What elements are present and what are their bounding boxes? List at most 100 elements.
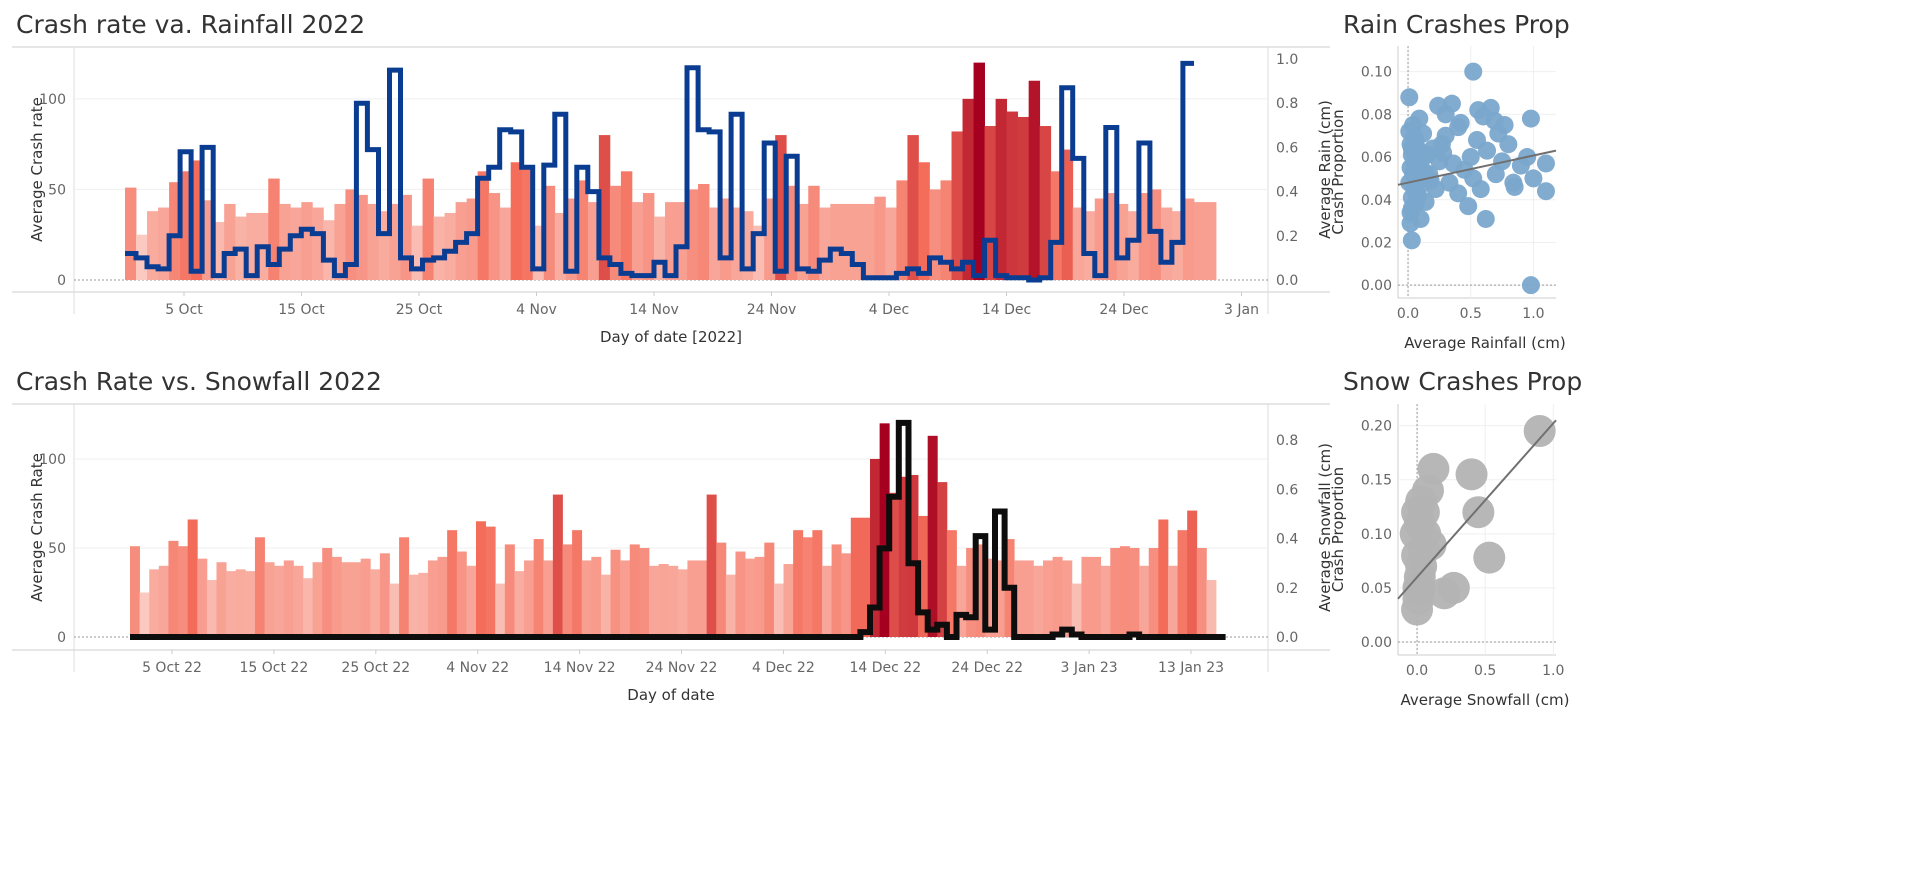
snow_timeseries-bar [495, 583, 506, 637]
snow_timeseries-y2-tick-label: 0.2 [1276, 581, 1298, 597]
snow_timeseries-bar [629, 544, 640, 637]
rain_timeseries-bar [1127, 211, 1140, 280]
snow_timeseries-bar [226, 571, 237, 637]
rain_timeseries-bar [521, 167, 534, 280]
snow_timeseries-bar [543, 560, 554, 637]
rain_timeseries-bar [642, 193, 655, 280]
rain_timeseries-bar [1061, 149, 1074, 280]
rain_scatter-point [1461, 148, 1480, 167]
rain_scatter-point [1449, 118, 1468, 137]
rain_timeseries-bar [676, 202, 688, 280]
rain_timeseries-bar [830, 203, 842, 280]
snow_timeseries-bar [351, 562, 362, 637]
snow_timeseries-bar [927, 435, 938, 637]
snow_timeseries-bar [697, 560, 708, 637]
snow_timeseries-bar [764, 542, 775, 637]
snow_timeseries-bar [879, 423, 890, 637]
snow_timeseries-bar [1139, 565, 1150, 637]
snow_timeseries-bar [475, 521, 486, 637]
snow_timeseries-bar [254, 537, 265, 637]
snow_timeseries-bar [130, 546, 141, 637]
rain_timeseries-bar [433, 216, 445, 280]
rain_scatter-y-tick-label: 0.08 [1361, 107, 1392, 123]
snow_timeseries-bar [418, 572, 429, 637]
rain_timeseries-bar [731, 207, 743, 280]
rain_timeseries-x-tick-label: 25 Oct [396, 302, 443, 318]
snow_timeseries-x-tick-label: 24 Dec 22 [951, 660, 1023, 676]
snow_timeseries-bar [745, 558, 756, 637]
snow_timeseries-bar [1100, 565, 1111, 637]
snow_timeseries-bar [235, 569, 246, 637]
rain_timeseries-y2-tick-label: 0.0 [1276, 273, 1298, 289]
rain_timeseries-bar [984, 126, 996, 280]
snow_timeseries-bar [1129, 547, 1140, 637]
snow_scatter-point [1473, 541, 1506, 574]
rain_timeseries-bar [808, 185, 820, 280]
rain_scatter-point [1411, 209, 1430, 228]
rain_timeseries-bar [378, 211, 390, 280]
snow_timeseries-bar [677, 569, 688, 637]
snow_timeseries-bar [504, 544, 515, 637]
snow_timeseries-bar [1043, 560, 1054, 637]
rain_scatter-point [1471, 180, 1490, 199]
rain_timeseries-bar [951, 131, 963, 280]
snow_timeseries-bar [610, 549, 621, 637]
rain_timeseries-bar [874, 196, 886, 280]
rain_timeseries-bar [764, 198, 776, 280]
rain_timeseries-bar [720, 198, 732, 280]
snow_timeseries-bar [379, 553, 390, 637]
rain_timeseries-bar [907, 135, 919, 280]
rain_timeseries-bar [290, 207, 302, 280]
snow_timeseries-x-tick-label: 3 Jan 23 [1060, 660, 1117, 676]
rain_timeseries-bar [1204, 202, 1217, 280]
rain_timeseries-bar [1017, 116, 1030, 280]
snow_timeseries-series-line [130, 419, 1226, 640]
rain_timeseries-x-tick-label: 14 Dec [982, 302, 1031, 318]
rain-scatter-title: Rain Crashes Prop [1343, 10, 1570, 39]
snow_timeseries-bar [360, 558, 371, 637]
rain_scatter-point [1416, 192, 1435, 211]
rain_timeseries-bar [962, 98, 974, 280]
rain_scatter-point [1478, 141, 1497, 160]
rain_timeseries-x-tick-label: 24 Dec [1099, 302, 1148, 318]
snow_timeseries-bar [389, 583, 400, 637]
rain_timeseries-bar [224, 203, 236, 280]
snow_timeseries-bar [850, 517, 861, 637]
rain_timeseries-bar [797, 203, 809, 280]
snow_timeseries-bar [466, 565, 477, 637]
rain_timeseries-bar [312, 207, 324, 280]
rain_timeseries-bar [1094, 198, 1107, 280]
snow_timeseries-bar [1167, 565, 1178, 637]
rain_timeseries-bar [1083, 211, 1096, 280]
rain_timeseries-x-tick-label: 5 Oct [165, 302, 203, 318]
rain_scatter-y-tick-label: 0.02 [1361, 235, 1392, 251]
rain_timeseries-bar [356, 194, 368, 280]
snow_timeseries-bar [216, 562, 227, 637]
rain_timeseries-bar [664, 202, 677, 280]
rain_timeseries-bar [995, 98, 1008, 280]
rain_timeseries-bar [1039, 126, 1052, 280]
snow_timeseries-bar [870, 458, 881, 637]
snow_timeseries-bar [408, 574, 419, 637]
snow_scatter-point [1523, 415, 1556, 448]
rain_timeseries-bar [1116, 203, 1129, 280]
rain_timeseries-bar [609, 185, 622, 280]
rain_timeseries-bar [510, 162, 523, 280]
snow_timeseries-bar [1206, 580, 1217, 637]
snow_timeseries-bar [370, 569, 381, 637]
snow_scatter-x-tick-label: 0.0 [1406, 663, 1428, 679]
snow_timeseries-bar [889, 492, 900, 637]
rain_timeseries-bar [1072, 207, 1085, 280]
rain_scatter-x-tick-label: 1.0 [1522, 306, 1544, 322]
snow_timeseries-y2-tick-label: 0.4 [1276, 532, 1298, 548]
snow_scatter-trend-line [1397, 419, 1557, 600]
rain_scatter-point [1426, 180, 1445, 199]
rain_timeseries-bar [268, 178, 280, 280]
rain_timeseries-bar [742, 211, 754, 280]
rain_timeseries-bar [301, 202, 313, 280]
snow_scatter-x-tick-label: 1.0 [1542, 663, 1564, 679]
snow_timeseries-x-tick-label: 15 Oct 22 [240, 660, 309, 676]
snow_timeseries-bar [399, 537, 410, 637]
snow_timeseries-bar [821, 565, 832, 637]
rain_scatter-y-axis-title: Crash Proportion [1329, 109, 1347, 234]
